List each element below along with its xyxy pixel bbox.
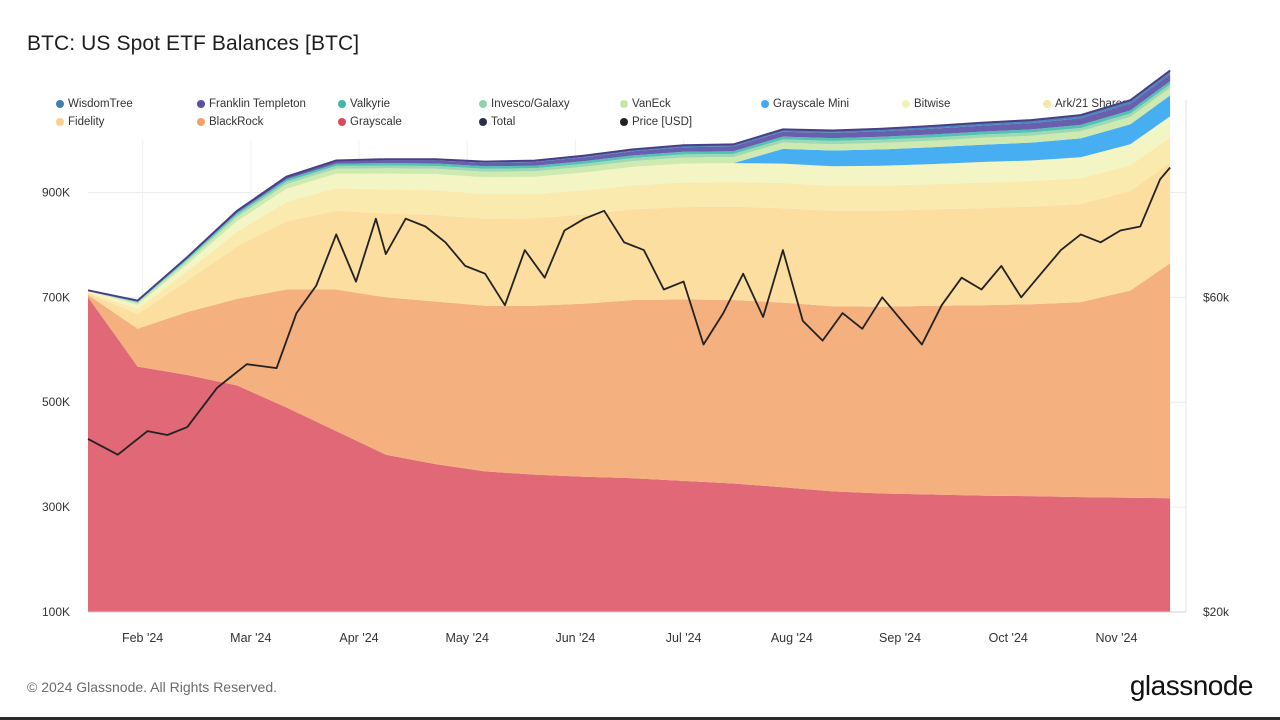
y-left-tick-label: 500K bbox=[42, 395, 70, 409]
legend-dot-icon bbox=[338, 100, 346, 108]
legend-item[interactable]: Price [USD] bbox=[620, 115, 761, 129]
legend-dot-icon bbox=[197, 118, 205, 126]
legend-item[interactable]: Grayscale Mini bbox=[761, 97, 902, 111]
x-tick-label: Aug '24 bbox=[771, 631, 813, 645]
legend-label: VanEck bbox=[632, 98, 671, 110]
y-right-tick-label: $20k bbox=[1203, 605, 1230, 619]
x-tick-label: Apr '24 bbox=[339, 631, 378, 645]
legend-item[interactable]: Total bbox=[479, 115, 620, 129]
legend-item[interactable]: Franklin Templeton bbox=[197, 97, 338, 111]
legend-dot-icon bbox=[56, 100, 64, 108]
legend-dot-icon bbox=[479, 118, 487, 126]
legend-item[interactable]: Grayscale bbox=[338, 115, 479, 129]
x-tick-label: Feb '24 bbox=[122, 631, 163, 645]
legend-dot-icon bbox=[1043, 100, 1051, 108]
legend-dot-icon bbox=[902, 100, 910, 108]
legend-item[interactable]: BlackRock bbox=[197, 115, 338, 129]
total-line bbox=[87, 69, 1171, 302]
legend-item[interactable]: Bitwise bbox=[902, 97, 1043, 111]
legend-label: WisdomTree bbox=[68, 98, 133, 110]
legend-dot-icon bbox=[197, 100, 205, 108]
legend-item[interactable]: Fidelity bbox=[56, 115, 197, 129]
area-fidelity bbox=[88, 162, 1171, 329]
legend-item[interactable]: VanEck bbox=[620, 97, 761, 111]
legend-dot-icon bbox=[620, 100, 628, 108]
x-tick-label: Jun '24 bbox=[555, 631, 595, 645]
legend-dot-icon bbox=[620, 118, 628, 126]
legend-item[interactable]: Invesco/Galaxy bbox=[479, 97, 620, 111]
legend-dot-icon bbox=[479, 100, 487, 108]
y-left-tick-label: 700K bbox=[42, 290, 70, 304]
legend-label: BlackRock bbox=[209, 116, 264, 128]
copyright-text: © 2024 Glassnode. All Rights Reserved. bbox=[27, 679, 278, 695]
legend-label: Franklin Templeton bbox=[209, 98, 306, 110]
legend-dot-icon bbox=[56, 118, 64, 126]
legend-label: Grayscale Mini bbox=[773, 98, 850, 110]
y-left-tick-label: 300K bbox=[42, 500, 70, 514]
brand-logo: glassnode bbox=[1129, 670, 1254, 701]
legend-label: Invesco/Galaxy bbox=[491, 98, 570, 110]
area-franklin-templeton bbox=[88, 74, 1171, 302]
bottom-divider bbox=[0, 717, 1280, 720]
legend-label: Total bbox=[491, 116, 516, 128]
area-grayscale bbox=[88, 297, 1171, 612]
y-left-tick-label: 900K bbox=[42, 185, 70, 199]
x-tick-label: May '24 bbox=[446, 631, 489, 645]
area-blackrock bbox=[88, 263, 1171, 499]
chart-title: BTC: US Spot ETF Balances [BTC] bbox=[27, 32, 360, 55]
legend-item[interactable]: Valkyrie bbox=[338, 97, 479, 111]
x-tick-label: Jul '24 bbox=[666, 631, 702, 645]
area-valkyrie bbox=[88, 81, 1171, 303]
x-tick-label: Oct '24 bbox=[989, 631, 1028, 645]
legend-label: Grayscale bbox=[350, 116, 402, 128]
legend-item[interactable]: WisdomTree bbox=[56, 97, 197, 111]
x-tick-label: Sep '24 bbox=[879, 631, 921, 645]
legend-label: Price [USD] bbox=[632, 116, 693, 128]
legend-dot-icon bbox=[338, 118, 346, 126]
legend-label: Valkyrie bbox=[350, 98, 391, 110]
x-tick-label: Mar '24 bbox=[230, 631, 271, 645]
legend-dot-icon bbox=[761, 100, 769, 108]
legend-label: Bitwise bbox=[914, 98, 951, 110]
price-line bbox=[87, 166, 1171, 456]
y-left-tick-label: 100K bbox=[42, 605, 70, 619]
y-right-tick-label: $60k bbox=[1203, 290, 1230, 304]
x-tick-label: Nov '24 bbox=[1095, 631, 1137, 645]
legend-label: Fidelity bbox=[68, 116, 105, 128]
area-invesco-galaxy bbox=[88, 84, 1171, 304]
